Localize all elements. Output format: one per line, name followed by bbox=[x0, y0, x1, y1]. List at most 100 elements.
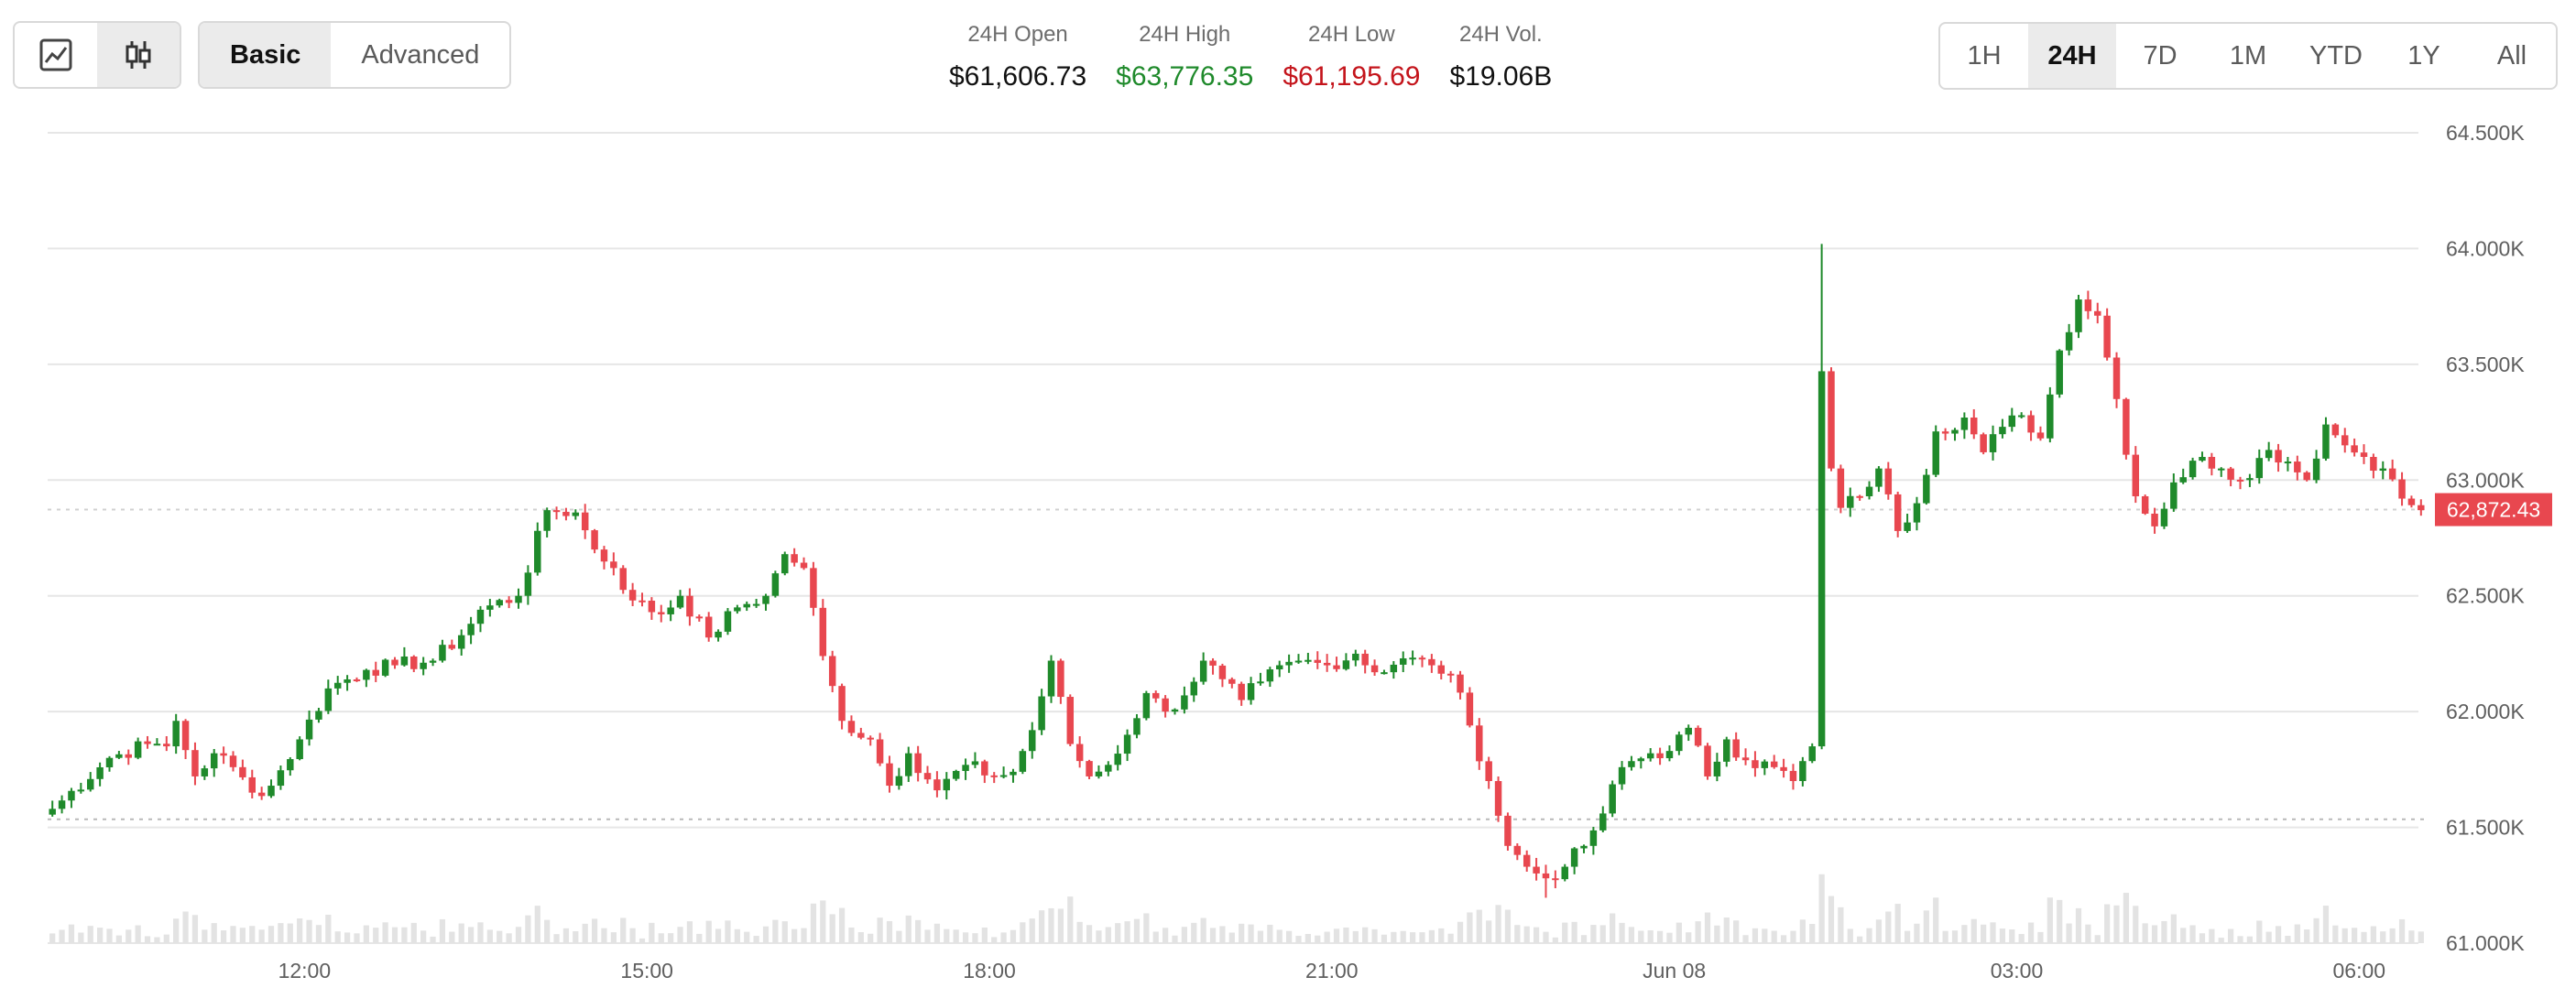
candle-body bbox=[429, 660, 437, 663]
volume-bar bbox=[591, 918, 598, 943]
volume-bar bbox=[1039, 910, 1045, 943]
candle-body bbox=[1589, 830, 1598, 846]
volume-bar bbox=[1752, 928, 1759, 943]
volume-bar bbox=[1295, 936, 1302, 943]
candle-body bbox=[876, 739, 884, 764]
volume-bar bbox=[1543, 931, 1549, 943]
line-chart-icon[interactable] bbox=[15, 23, 97, 87]
candle-body bbox=[267, 786, 275, 797]
volume-bar bbox=[2009, 929, 2015, 943]
candle-body bbox=[239, 766, 246, 777]
candle-body bbox=[771, 573, 780, 596]
candle-body bbox=[1257, 681, 1264, 684]
x-tick-label: Jun 08 bbox=[1643, 959, 1706, 983]
candle-body bbox=[639, 600, 646, 603]
volume-bar bbox=[781, 921, 788, 943]
volume-bar bbox=[1267, 924, 1273, 943]
range-7d-button[interactable]: 7D bbox=[2143, 40, 2178, 71]
candle-body bbox=[1294, 660, 1303, 663]
volume-bar bbox=[1695, 921, 1701, 943]
x-tick-label: 18:00 bbox=[963, 959, 1016, 983]
volume-bar bbox=[1514, 925, 1521, 943]
volume-bar bbox=[2180, 928, 2187, 943]
range-ytd-button[interactable]: YTD bbox=[2309, 40, 2363, 71]
range-24h-button[interactable]: 24H bbox=[2028, 24, 2116, 88]
range-1m-button[interactable]: 1M bbox=[2229, 40, 2267, 71]
volume-bar bbox=[2285, 935, 2291, 943]
candle-body bbox=[210, 753, 218, 769]
volume-bar bbox=[886, 920, 893, 943]
candle-body bbox=[1019, 751, 1027, 772]
volume-bar bbox=[2237, 936, 2243, 943]
volume-bar bbox=[2408, 930, 2415, 943]
candle-body bbox=[2418, 505, 2425, 511]
candle-body bbox=[305, 719, 313, 740]
volume-bar bbox=[1076, 921, 1083, 943]
volume-bar bbox=[1228, 932, 1235, 943]
volume-bar bbox=[1857, 936, 1863, 943]
candle-body bbox=[1923, 474, 1930, 504]
candle-body bbox=[1875, 468, 1883, 487]
candle-body bbox=[1837, 468, 1845, 508]
volume-bar bbox=[649, 922, 655, 943]
volume-bar bbox=[1990, 922, 1996, 943]
range-all-button[interactable]: All bbox=[2496, 40, 2527, 71]
range-1h-button[interactable]: 1H bbox=[1967, 40, 2002, 71]
y-tick-label: 62.000K bbox=[2446, 700, 2525, 723]
volume-bar bbox=[1723, 917, 1730, 943]
candle-body bbox=[153, 744, 161, 746]
candle-body bbox=[2312, 458, 2320, 481]
volume-bar bbox=[1133, 918, 1141, 943]
volume-bar bbox=[2294, 924, 2300, 943]
volume-bar bbox=[2075, 907, 2082, 943]
stat-open: 24H Open $61,606.73 bbox=[949, 20, 1086, 97]
candle-body bbox=[410, 656, 418, 669]
candle-body bbox=[1533, 866, 1540, 874]
x-tick-label: 12:00 bbox=[278, 959, 332, 983]
candle-body bbox=[1476, 725, 1483, 762]
volume-bar bbox=[135, 925, 141, 943]
volume-bar bbox=[2389, 928, 2396, 943]
x-tick-label: 06:00 bbox=[2333, 959, 2386, 983]
candle-body bbox=[496, 600, 503, 606]
volume-bar bbox=[601, 928, 607, 943]
candle-body bbox=[1390, 664, 1398, 673]
candle-body bbox=[1228, 679, 1236, 684]
volume-bar bbox=[1438, 928, 1445, 943]
candle-body bbox=[667, 607, 674, 614]
advanced-button[interactable]: Advanced bbox=[361, 39, 480, 70]
candle-body bbox=[2075, 299, 2082, 332]
candle-body bbox=[105, 757, 114, 767]
candle-body bbox=[353, 679, 361, 681]
candle-body bbox=[2017, 415, 2025, 418]
candle-body bbox=[2303, 472, 2310, 481]
candle-body bbox=[191, 750, 199, 776]
candle-body bbox=[1665, 751, 1674, 759]
range-1y-button[interactable]: 1Y bbox=[2407, 40, 2440, 71]
chart-mode-toggle: Basic Advanced bbox=[198, 21, 512, 89]
volume-bar bbox=[1143, 913, 1150, 943]
volume-bar bbox=[1552, 937, 1558, 943]
volume-bar bbox=[868, 933, 874, 943]
volume-bar bbox=[211, 923, 217, 943]
candle-body bbox=[628, 590, 637, 601]
candle-body bbox=[1075, 744, 1084, 762]
candle-body bbox=[867, 737, 874, 740]
volume-bar bbox=[1467, 912, 1473, 943]
stat-value: $61,606.73 bbox=[949, 61, 1087, 92]
candle-body bbox=[1770, 761, 1778, 767]
volume-bar bbox=[705, 920, 712, 943]
candlestick-icon[interactable] bbox=[97, 23, 180, 87]
volume-bar bbox=[2142, 923, 2148, 943]
candle-body bbox=[686, 595, 693, 617]
volume-bar bbox=[230, 926, 236, 943]
candle-body bbox=[2151, 513, 2158, 527]
candle-body bbox=[1894, 494, 1902, 531]
candle-body bbox=[1275, 665, 1283, 670]
candle-body bbox=[2170, 482, 2178, 509]
volume-bar bbox=[1562, 922, 1568, 943]
volume-bar bbox=[59, 929, 65, 943]
basic-button[interactable]: Basic bbox=[200, 23, 332, 87]
candle-body bbox=[857, 733, 865, 738]
